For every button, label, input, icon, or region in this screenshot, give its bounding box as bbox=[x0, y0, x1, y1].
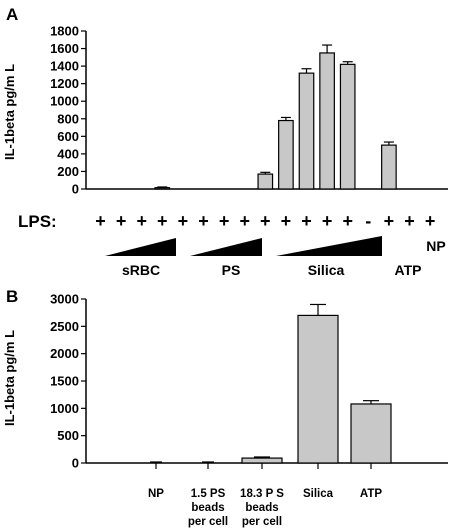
lps-sign: + bbox=[136, 211, 147, 231]
panel-a-y-tick-label: 1800 bbox=[50, 24, 79, 39]
panel-a: A IL-1beta pg/m L 0 200 400 600 800 1000 1200 1… bbox=[2, 5, 448, 278]
panel-a-y-tick-label: 600 bbox=[57, 129, 79, 144]
panel-b-y-tick-label: 2500 bbox=[50, 319, 79, 334]
lps-sign: + bbox=[425, 211, 436, 231]
panel-b-category-label-line: per cell bbox=[242, 516, 282, 528]
lps-sign: + bbox=[260, 211, 271, 231]
lps-sign: + bbox=[219, 211, 230, 231]
lps-sign: + bbox=[322, 211, 333, 231]
panel-b-y-tick-label: 0 bbox=[72, 456, 79, 471]
panel-b-y-tick-label: 1000 bbox=[50, 401, 79, 416]
panel-b-y-tick-label: 2000 bbox=[50, 346, 79, 361]
panel-a-bar bbox=[298, 72, 315, 190]
lps-sign: + bbox=[95, 211, 106, 231]
lps-sign: + bbox=[301, 211, 312, 231]
panel-a-bar bbox=[381, 144, 397, 190]
panel-a-y-tick-label: 1000 bbox=[50, 94, 79, 109]
panel-b-bar bbox=[241, 457, 283, 464]
panel-a-group-label: PS bbox=[222, 262, 241, 278]
panel-a-y-tick-label: 400 bbox=[57, 146, 79, 161]
lps-sign: + bbox=[239, 211, 250, 231]
panel-b-category-label-line: NP bbox=[148, 488, 164, 500]
panel-a-y-tick-label: 1200 bbox=[50, 76, 79, 91]
srbc-dose-wedge bbox=[105, 238, 176, 256]
panel-b: B IL-1beta pg/m L 0 500 1000 1500 2000 2500 30… bbox=[2, 287, 448, 528]
lps-row-label: LPS: bbox=[18, 212, 57, 231]
panel-b-y-tick-label: 3000 bbox=[50, 292, 79, 307]
lps-sign-row: + + + + + + + + + + + + + - + + + bbox=[95, 211, 435, 231]
panel-b-category-label-line: 1.5 PS bbox=[191, 488, 226, 500]
panel-a-bar bbox=[319, 52, 335, 190]
panel-a-y-tick-label: 0 bbox=[72, 182, 79, 197]
panel-b-bar bbox=[350, 403, 392, 464]
panel-a-plot: 0 200 400 600 800 1000 1200 1400 1600 1800 bbox=[50, 24, 448, 197]
panel-a-y-tick-label: 200 bbox=[57, 164, 79, 179]
lps-sign: + bbox=[178, 211, 189, 231]
lps-sign: + bbox=[116, 211, 127, 231]
lps-sign: + bbox=[342, 211, 353, 231]
panel-a-y-tick-label: 1400 bbox=[50, 59, 79, 74]
panel-b-category-label: 1.5 PS beads per cell bbox=[188, 488, 228, 528]
panel-b-bar bbox=[297, 314, 339, 464]
panel-b-plot: 0 500 1000 1500 2000 2500 3000 bbox=[50, 292, 448, 471]
lps-sign: + bbox=[384, 211, 395, 231]
lps-sign: + bbox=[157, 211, 168, 231]
panel-a-bar bbox=[257, 173, 274, 190]
lps-sign: + bbox=[281, 211, 292, 231]
panel-b-category-labels: NP 1.5 PS beads per cell 18.3 P S beads per ce… bbox=[148, 488, 382, 528]
panel-a-group-label: Silica bbox=[308, 262, 345, 278]
panel-a-group-label: ATP bbox=[395, 262, 422, 278]
panel-b-category-label-line: Silica bbox=[303, 488, 334, 500]
panel-b-category-label: Silica bbox=[303, 488, 334, 500]
lps-sign: + bbox=[404, 211, 415, 231]
panel-b-category-label-line: beads bbox=[191, 502, 224, 514]
panel-b-label: B bbox=[6, 287, 18, 306]
panel-a-bar bbox=[278, 119, 294, 190]
panel-b-category-label-line: beads bbox=[245, 502, 278, 514]
panel-a-bar bbox=[154, 187, 171, 190]
panel-a-y-tick-label: 800 bbox=[57, 111, 79, 126]
panel-a-label: A bbox=[6, 5, 18, 24]
ps-dose-wedge bbox=[190, 238, 262, 256]
dose-wedges bbox=[105, 236, 382, 256]
panel-b-category-label: 18.3 P S beads per cell bbox=[240, 488, 284, 528]
lps-sign: - bbox=[365, 211, 371, 231]
panel-a-group-label: NP bbox=[426, 238, 445, 254]
panel-b-category-label-line: per cell bbox=[188, 516, 228, 528]
silica-dose-wedge bbox=[276, 236, 382, 256]
panel-a-bar bbox=[339, 63, 356, 190]
panel-a-y-tick-label: 1600 bbox=[50, 41, 79, 56]
panel-b-category-label: NP bbox=[148, 488, 164, 500]
panel-b-category-label-line: ATP bbox=[360, 488, 382, 500]
panel-b-category-label-line: 18.3 P S bbox=[240, 488, 284, 500]
panel-b-y-axis-label: IL-1beta pg/m L bbox=[2, 330, 17, 426]
panel-b-y-tick-label: 1500 bbox=[50, 374, 79, 389]
panel-a-y-axis-label: IL-1beta pg/m L bbox=[2, 64, 17, 160]
panel-b-y-tick-label: 500 bbox=[57, 428, 79, 443]
panel-a-group-label: sRBC bbox=[122, 262, 160, 278]
lps-sign: + bbox=[198, 211, 209, 231]
panel-b-category-label: ATP bbox=[360, 488, 382, 500]
